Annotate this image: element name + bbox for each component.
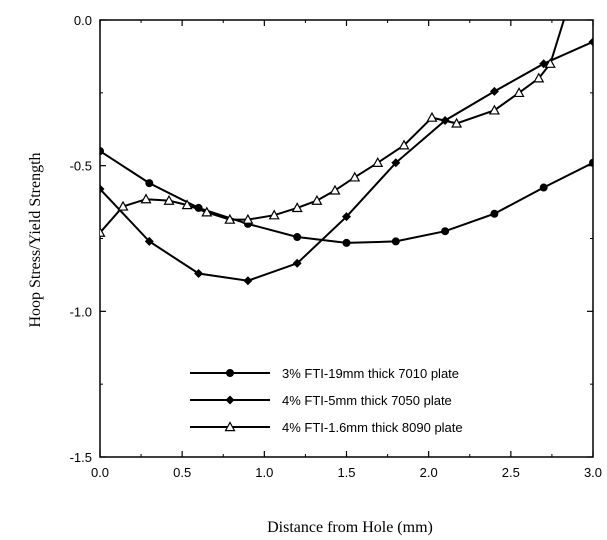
data-point-triangle [564, 1, 573, 9]
series-3 [100, 1, 573, 237]
data-point-diamond [342, 212, 351, 222]
data-point-triangle [349, 171, 361, 182]
plot-frame [99, 19, 594, 458]
data-point-circle [441, 227, 450, 236]
data-point-diamond [194, 268, 204, 278]
data-point-triangle [451, 117, 463, 128]
data-point-triangle [100, 226, 106, 237]
data-point-triangle [224, 421, 236, 432]
data-point-triangle [513, 87, 525, 98]
x-tick-label: 3.0 [584, 465, 602, 480]
legend-item: 4% FTI-1.6mm thick 8090 plate [190, 420, 463, 435]
data-point-circle [226, 369, 234, 377]
x-tick-label: 2.0 [420, 465, 438, 480]
data-point-triangle [372, 157, 384, 167]
data-point-diamond [588, 37, 593, 47]
data-point-circle [539, 183, 548, 192]
series-2 [100, 37, 593, 286]
data-point-diamond [243, 276, 253, 286]
x-tick-label: 0.5 [173, 465, 191, 480]
y-axis-title: Hoop Stress/Yield Strength [27, 152, 44, 327]
data-point-triangle [398, 139, 410, 150]
x-tick-label: 2.5 [502, 465, 520, 480]
data-point-triangle [544, 57, 556, 68]
data-point-triangle [181, 199, 193, 210]
data-point-circle [293, 233, 302, 242]
data-point-triangle [268, 209, 280, 220]
data-point-circle [490, 209, 499, 218]
data-point-circle [391, 237, 400, 246]
axes: 0.0 0.5 1.0 1.5 2.0 2.5 3.0 0.0 -0.5 -1.0 -1.5 [70, 13, 602, 480]
data-point-triangle [488, 104, 500, 115]
series-line [100, 20, 565, 234]
y-tick-label: -0.5 [70, 159, 92, 174]
data-point-diamond [144, 236, 154, 246]
data-point-circle [342, 238, 351, 247]
legend-label: 4% FTI-5mm thick 7050 plate [282, 393, 452, 408]
data-point-diamond [292, 258, 302, 268]
legend-item: 3% FTI-19mm thick 7010 plate [190, 366, 459, 381]
data-point-triangle [242, 213, 254, 224]
data-point-triangle [163, 194, 175, 205]
data-point-triangle [224, 213, 236, 224]
data-point-triangle [117, 200, 129, 211]
y-tick-label: -1.0 [70, 304, 92, 319]
data-point-triangle [311, 194, 323, 205]
y-tick-label: -1.5 [70, 450, 92, 465]
data-point-triangle [291, 202, 303, 213]
x-axis-title: Distance from Hole (mm) [267, 519, 433, 536]
series-1 [100, 147, 593, 247]
legend: 3% FTI-19mm thick 7010 plate 4% FTI-5mm t… [190, 366, 463, 435]
data-point-diamond [225, 395, 235, 405]
data-point-triangle [140, 193, 152, 204]
data-point-diamond [489, 86, 499, 96]
data-point-diamond [391, 158, 401, 168]
data-point-triangle [533, 72, 545, 83]
legend-item: 4% FTI-5mm thick 7050 plate [190, 393, 452, 408]
series-layer [100, 1, 593, 286]
legend-label: 4% FTI-1.6mm thick 8090 plate [282, 420, 463, 435]
data-point-diamond [100, 184, 105, 194]
data-point-circle [589, 158, 593, 167]
data-point-triangle [201, 206, 213, 217]
x-tick-label: 0.0 [91, 465, 109, 480]
data-point-circle [100, 147, 104, 156]
y-tick-label: 0.0 [74, 13, 92, 28]
series-line [100, 150, 593, 244]
legend-label: 3% FTI-19mm thick 7010 plate [282, 366, 459, 381]
data-point-triangle [426, 111, 438, 122]
data-point-triangle [329, 184, 341, 195]
x-tick-label: 1.0 [255, 465, 273, 480]
x-tick-label: 1.5 [337, 465, 355, 480]
data-point-circle [145, 179, 154, 188]
